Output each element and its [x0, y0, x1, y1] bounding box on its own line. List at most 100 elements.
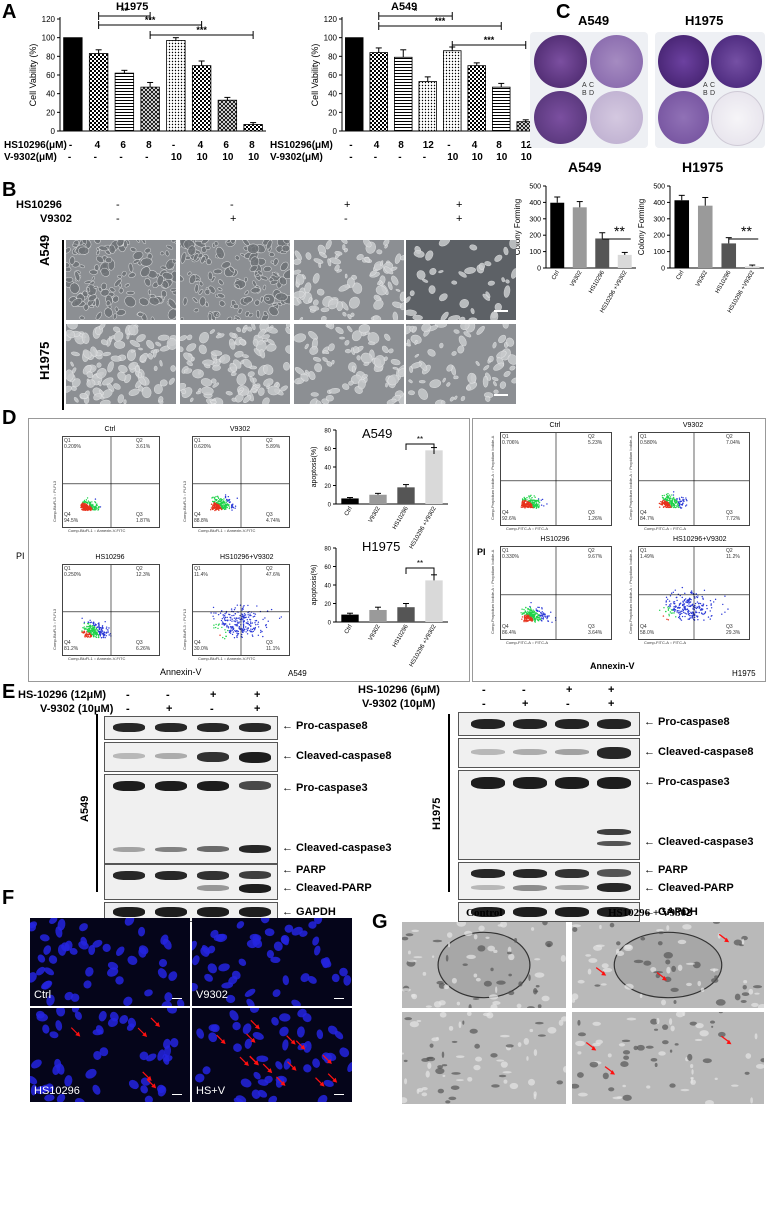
quadrant-q4-value: 92.6%: [502, 516, 517, 522]
colony-well: [711, 35, 762, 88]
quadrant-q1: Q1: [640, 548, 647, 554]
flow-plot-title: HS10296+V9302: [673, 536, 727, 543]
scale-bar: [494, 394, 508, 396]
colony-well: [534, 35, 587, 88]
arrow-head: [254, 1024, 260, 1030]
colony-well: [590, 35, 643, 88]
y-axis-label: Colony Forming: [513, 199, 522, 255]
bar: [345, 37, 364, 132]
flow-scatter: [501, 547, 611, 639]
scale-bar: [334, 1094, 344, 1095]
y-tick-label: 500: [529, 184, 541, 191]
band-label-pro-caspase8: ← Pro-caspase8: [282, 720, 368, 732]
treatment-value: 4: [373, 140, 380, 151]
arrow-head: [220, 1039, 226, 1045]
x-tick-label: V9302: [368, 505, 382, 524]
protein-band: [239, 723, 271, 732]
panel-letter-a: A: [2, 1, 17, 23]
flow-x-axis-label: Comp-FITC-A :: FITC-A: [506, 640, 548, 645]
nucleus-outline: [613, 931, 723, 999]
colony-well: [658, 91, 709, 144]
x-tick-label: Ctrl: [676, 270, 686, 281]
protein-band: [239, 871, 271, 879]
quadrant-q3: Q3: [726, 624, 733, 630]
band-label-parp: ← PARP: [282, 864, 326, 876]
flow-plot: [500, 432, 612, 526]
bar: [697, 205, 713, 268]
flow-plot-title: HS10296+V9302: [220, 554, 274, 561]
flow-scatter: [193, 565, 289, 655]
fluorescence-field: [192, 1008, 352, 1102]
cell-texture: [294, 324, 404, 404]
protein-band: [597, 907, 631, 917]
y-axis-label: Colony Forming: [637, 199, 646, 255]
band-label-cleaved-caspase8: ← Cleaved-caspase8: [282, 750, 392, 762]
treatment-value: -: [447, 140, 451, 151]
quadrant-q4-value: 30.0%: [194, 646, 209, 652]
x-tick-label: Ctrl: [344, 506, 354, 517]
panel-letter-e: E: [2, 681, 16, 703]
y-tick-label: 100: [529, 249, 541, 256]
sig-label: **: [417, 435, 423, 444]
arrow-head: [332, 1077, 338, 1083]
flow-plot-title: V9302: [682, 422, 704, 429]
treatment-value: -: [93, 152, 97, 163]
protein-band: [555, 869, 589, 878]
treatment-value: 4: [94, 140, 101, 151]
treatment-value: -: [119, 152, 123, 163]
panel-e-left-row2-label: V-9302 (10μM): [40, 703, 114, 715]
quadrant-q3: Q3: [266, 640, 273, 646]
well-letter-b: B: [582, 90, 587, 97]
protein-band: [597, 719, 631, 729]
quadrant-q4-value: 84.7%: [640, 516, 655, 522]
quadrant-q4: Q4: [194, 512, 201, 518]
treatment-value: -: [171, 140, 176, 151]
y-axis-label: Cell Vability (%): [310, 44, 320, 107]
tem-texture: [572, 1012, 764, 1104]
panel-letter-d: D: [2, 407, 17, 429]
protein-band: [113, 753, 145, 759]
protein-band: [155, 871, 187, 880]
flow-x-axis-label: Comp-BluFL1 :: Annexin-V-FITC: [68, 528, 126, 533]
blot-parp: [104, 864, 278, 900]
panel-a-left-row1-label: HS10296(μM): [4, 140, 67, 151]
treatment-value: 6: [120, 140, 126, 151]
flow-y-axis-label: Comp-Propidium Iodide-A :: Propidium Iod…: [628, 549, 633, 634]
panel-d-a549-box: [28, 418, 470, 682]
flow-plot-title: V9302: [229, 426, 251, 433]
treatment-value: -: [210, 703, 214, 715]
protein-band: [555, 719, 589, 729]
y-tick-label: 300: [529, 216, 541, 223]
bar: [369, 494, 387, 504]
bar: [191, 65, 212, 132]
quadrant-q4: Q4: [194, 640, 201, 646]
protein-band: [597, 747, 631, 759]
bar: [88, 53, 109, 132]
treatment-value: -: [522, 684, 526, 696]
treatment-value: -: [349, 152, 353, 163]
bar: [243, 124, 263, 132]
panel-d-h1975-box: [472, 418, 766, 682]
treatment-value: 6: [223, 140, 229, 151]
protein-band: [471, 869, 505, 878]
tem-image: [402, 922, 566, 1008]
treatment-value: -: [566, 698, 570, 710]
tem-image: [402, 1012, 566, 1104]
quadrant-q2-value: 9.67%: [588, 554, 603, 560]
scale-bar: [172, 998, 182, 999]
protein-band: [155, 847, 187, 852]
treatment-value: 10: [170, 152, 182, 163]
flow-y-axis-label: Comp-Propidium Iodide-A :: Propidium Iod…: [628, 435, 633, 520]
arrow-head: [243, 1061, 249, 1067]
blot-pro-caspase8: [104, 716, 278, 740]
tem-image: [572, 922, 764, 1008]
y-tick-label: 80: [46, 52, 55, 61]
sig-label: **: [741, 223, 752, 239]
protein-band: [513, 719, 547, 729]
treatment-value: 8: [249, 140, 255, 151]
protein-band: [113, 781, 145, 791]
scale-bar: [494, 310, 508, 312]
panel-g-title-control: Control: [466, 907, 503, 919]
band-label-pro-caspase3: ← Pro-caspase3: [282, 782, 368, 794]
protein-band: [597, 883, 631, 892]
